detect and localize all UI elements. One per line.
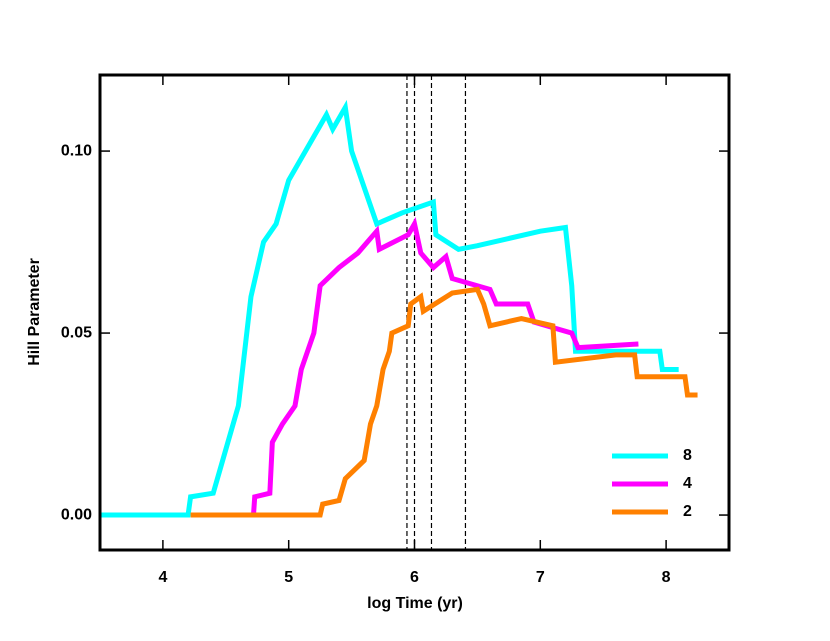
- legend-label: 4: [683, 475, 692, 492]
- x-tick-label: 5: [284, 569, 293, 586]
- y-axis-label: Hill Parameter: [26, 258, 43, 366]
- x-tick-label: 7: [536, 569, 545, 586]
- x-tick-label: 6: [410, 569, 419, 586]
- x-tick-label: 8: [662, 569, 671, 586]
- series-line: [190, 286, 698, 518]
- legend-label: 8: [683, 447, 692, 464]
- series-line: [100, 99, 679, 518]
- plot-frame: [98, 73, 731, 552]
- y-tick-label: 0.05: [61, 324, 92, 341]
- x-tick-label: 4: [158, 569, 167, 586]
- y-tick-label: 0.10: [61, 142, 92, 159]
- y-tick-label: 0.00: [61, 506, 92, 523]
- legend-label: 2: [683, 503, 692, 520]
- x-axis-label: log Time (yr): [367, 595, 463, 612]
- series-line: [250, 216, 639, 516]
